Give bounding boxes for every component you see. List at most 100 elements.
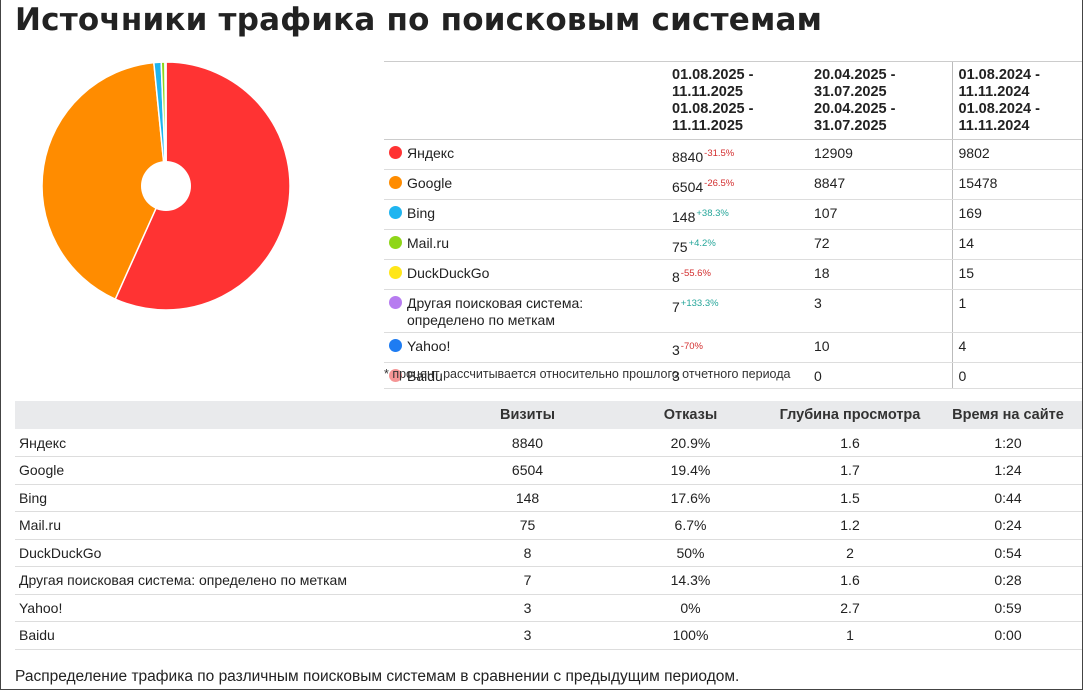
metrics-table: Визиты Отказы Глубина просмотра Время на…: [15, 401, 1082, 650]
metrics-time-cell: 1:20: [934, 429, 1082, 457]
comparison-source-cell: Google: [384, 169, 672, 200]
metrics-visits-cell: 8840: [440, 429, 615, 457]
current-value: 3: [672, 368, 680, 384]
comparison-previous-cell: 18: [814, 259, 952, 290]
change-percent: -31.5%: [704, 148, 735, 159]
change-percent: +38.3%: [696, 208, 729, 219]
comparison-last-year-cell: 1: [951, 289, 1082, 333]
legend-dot-icon: [389, 266, 402, 279]
metrics-row: DuckDuckGo 8 50% 2 0:54: [15, 539, 1082, 567]
legend-dot-icon: [389, 296, 402, 309]
metrics-body: Яндекс 8840 20.9% 1.6 1:20 Google 6504 19.4% 1.7…: [15, 429, 1082, 650]
source-name: Mail.ru: [407, 235, 450, 251]
comparison-current-cell: 8840-31.5%: [672, 139, 814, 170]
metrics-source-cell: Bing: [15, 484, 440, 512]
metrics-header-visits: Визиты: [440, 401, 615, 429]
metrics-bounces-cell: 50%: [615, 539, 766, 567]
current-value: 148: [672, 209, 696, 225]
comparison-previous-cell: 107: [814, 199, 952, 230]
comparison-row: Google 6504-26.5% 8847 15478: [384, 169, 1082, 200]
comparison-source-cell: Яндекс: [384, 139, 672, 170]
current-value: 6504: [672, 179, 704, 195]
comparison-source-cell: Yahoo!: [384, 332, 672, 363]
legend-dot-icon: [389, 146, 402, 159]
source-name: Другая поисковая система: определено по …: [407, 295, 584, 328]
legend-dot-icon: [389, 206, 402, 219]
comparison-last-year-cell: 4: [951, 332, 1082, 363]
comparison-row: Mail.ru 75+4.2% 72 14: [384, 229, 1082, 260]
chart-caption: Распределение трафика по различным поиск…: [15, 668, 740, 685]
comparison-current-cell: 75+4.2%: [672, 229, 814, 260]
comparison-last-year-cell: 9802: [951, 139, 1082, 170]
metrics-header-row: Визиты Отказы Глубина просмотра Время на…: [15, 401, 1082, 429]
comparison-header-previous: 20.04.2025 - 31.07.2025 20.04.2025 - 31.0…: [814, 61, 952, 140]
comparison-last-year-cell: 15: [951, 259, 1082, 290]
comparison-header-row: 01.08.2025 - 11.11.2025 01.08.2025 - 11.1…: [384, 61, 1082, 140]
metrics-depth-cell: 2: [766, 539, 934, 567]
comparison-current-cell: 3-70%: [672, 332, 814, 363]
comparison-last-year-cell: 15478: [951, 169, 1082, 200]
metrics-source-cell: Яндекс: [15, 429, 440, 457]
metrics-visits-cell: 3: [440, 594, 615, 622]
metrics-header-time: Время на сайте: [934, 401, 1082, 429]
metrics-depth-cell: 1: [766, 621, 934, 650]
comparison-last-year-cell: 0: [951, 362, 1082, 389]
metrics-time-cell: 0:28: [934, 566, 1082, 595]
current-value: 3: [672, 342, 680, 358]
source-label: Yahoo!: [389, 338, 672, 355]
change-percent: -70%: [680, 341, 703, 352]
metrics-visits-cell: 6504: [440, 456, 615, 485]
metrics-depth-cell: 1.6: [766, 429, 934, 457]
page-title: Источники трафика по поисковым системам: [15, 2, 823, 38]
metrics-time-cell: 0:00: [934, 621, 1082, 650]
legend-dot-icon: [389, 339, 402, 352]
metrics-row: Google 6504 19.4% 1.7 1:24: [15, 456, 1082, 485]
metrics-bounces-cell: 100%: [615, 621, 766, 650]
source-name: Bing: [407, 205, 436, 221]
comparison-source-cell: Mail.ru: [384, 229, 672, 260]
metrics-source-cell: Google: [15, 456, 440, 485]
metrics-time-cell: 0:44: [934, 484, 1082, 512]
metrics-visits-cell: 148: [440, 484, 615, 512]
metrics-row: Другая поисковая система: определено по …: [15, 566, 1082, 595]
legend-dot-icon: [389, 176, 402, 189]
source-label: DuckDuckGo: [389, 265, 672, 282]
source-name: Baidu: [407, 368, 443, 384]
comparison-header-last-year: 01.08.2024 - 11.11.2024 01.08.2024 - 11.1…: [951, 61, 1082, 140]
metrics-depth-cell: 1.2: [766, 511, 934, 540]
metrics-row: Mail.ru 75 6.7% 1.2 0:24: [15, 511, 1082, 540]
source-label: Google: [389, 175, 672, 192]
comparison-header-line: 01.08.2024 - 11.11.2024: [958, 101, 1040, 134]
change-percent: -55.6%: [680, 268, 711, 279]
metrics-time-cell: 0:54: [934, 539, 1082, 567]
comparison-current-cell: 7+133.3%: [672, 289, 814, 333]
comparison-previous-cell: 3: [814, 289, 952, 333]
comparison-last-year-cell: 169: [951, 199, 1082, 230]
comparison-header-line: 01.08.2025 - 11.11.2025: [672, 67, 754, 100]
change-percent: +4.2%: [688, 238, 716, 249]
current-value: 8: [672, 269, 680, 285]
comparison-header-line: 20.04.2025 - 31.07.2025: [814, 101, 896, 134]
comparison-current-cell: 6504-26.5%: [672, 169, 814, 200]
source-name: Яндекс: [407, 145, 455, 161]
pie-slice: [41, 61, 167, 301]
pie-hole: [141, 161, 191, 211]
comparison-source-cell: DuckDuckGo: [384, 259, 672, 290]
metrics-time-cell: 0:59: [934, 594, 1082, 622]
comparison-source-cell: Baidu: [384, 362, 672, 389]
metrics-visits-cell: 75: [440, 511, 615, 540]
comparison-header-line: 20.04.2025 - 31.07.2025: [814, 67, 896, 100]
current-value: 7: [672, 299, 680, 315]
metrics-bounces-cell: 0%: [615, 594, 766, 622]
source-name: Google: [407, 175, 453, 191]
source-name: DuckDuckGo: [407, 265, 490, 281]
metrics-bounces-cell: 17.6%: [615, 484, 766, 512]
comparison-previous-cell: 12909: [814, 139, 952, 170]
comparison-header-current: 01.08.2025 - 11.11.2025 01.08.2025 - 11.1…: [672, 61, 814, 140]
metrics-bounces-cell: 14.3%: [615, 566, 766, 595]
legend-dot-icon: [389, 369, 402, 382]
metrics-source-cell: Другая поисковая система: определено по …: [15, 566, 440, 595]
source-label: Mail.ru: [389, 235, 672, 252]
source-label: Baidu: [389, 368, 672, 385]
comparison-row: Baidu 3 0 0: [384, 362, 1082, 389]
